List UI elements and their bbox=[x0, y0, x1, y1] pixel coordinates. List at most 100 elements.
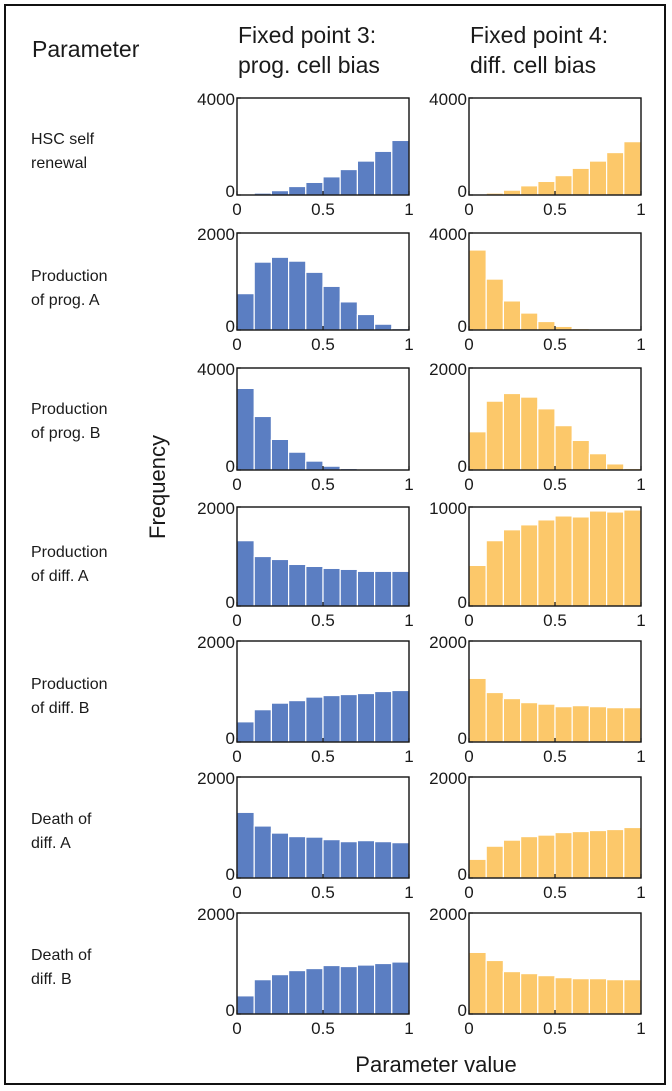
histogram-bar bbox=[605, 828, 625, 879]
histogram-bar bbox=[554, 515, 573, 607]
histogram-bar bbox=[554, 977, 573, 1015]
row-label-line: HSC self bbox=[31, 131, 95, 148]
histogram-bar bbox=[605, 707, 625, 743]
y-tick-label: 0 bbox=[458, 1001, 467, 1020]
row-label-production-of-diff-a: Production of diff. A bbox=[31, 541, 141, 589]
column-header-line: diff. cell bias bbox=[470, 52, 597, 78]
x-tick-label: 0.5 bbox=[543, 200, 567, 219]
histogram-panel: 0 2000 0 0.5 1 bbox=[197, 225, 414, 354]
x-tick-label: 0.5 bbox=[543, 475, 567, 494]
x-tick-label: 0.5 bbox=[311, 1019, 335, 1038]
histogram-panel: 0 2000 0 0.5 1 bbox=[197, 905, 414, 1038]
x-tick-label: 1 bbox=[404, 475, 413, 494]
histogram-bar bbox=[502, 839, 522, 879]
histogram-bar bbox=[571, 516, 591, 607]
histogram-bar bbox=[537, 408, 556, 471]
histogram-bar bbox=[322, 567, 341, 607]
histogram-bar bbox=[485, 691, 505, 743]
histogram-bar bbox=[485, 959, 505, 1015]
histogram-bar bbox=[305, 460, 324, 471]
x-tick-label: 1 bbox=[404, 883, 413, 902]
row-label-line: Production bbox=[31, 676, 108, 693]
histogram-bar bbox=[588, 510, 608, 607]
histogram-bar bbox=[374, 841, 393, 879]
x-tick-label: 1 bbox=[404, 747, 413, 766]
histogram-bar bbox=[571, 978, 591, 1015]
histogram-panel: 0 2000 0 0.5 1 bbox=[429, 905, 646, 1038]
y-tick-label: 0 bbox=[226, 865, 235, 884]
histogram-bar bbox=[571, 705, 591, 743]
x-tick-label: 0.5 bbox=[311, 883, 335, 902]
x-tick-label: 0.5 bbox=[311, 611, 335, 630]
row-label-death-of-diff-a: Death of diff. A bbox=[31, 808, 141, 856]
histogram-bar bbox=[537, 180, 556, 196]
y-tick-label: 2000 bbox=[429, 633, 467, 652]
x-tick-label: 0 bbox=[232, 475, 241, 494]
histogram-bar bbox=[236, 721, 255, 743]
x-tick-label: 1 bbox=[636, 611, 645, 630]
y-tick-label: 2000 bbox=[197, 633, 235, 652]
histogram-bar bbox=[305, 836, 324, 879]
x-tick-label: 1 bbox=[636, 883, 645, 902]
histogram-bar bbox=[468, 951, 487, 1015]
histogram-bar bbox=[554, 425, 573, 471]
x-tick-label: 1 bbox=[636, 200, 645, 219]
histogram-bar bbox=[253, 415, 272, 471]
x-tick-label: 1 bbox=[404, 611, 413, 630]
histogram-bar bbox=[374, 570, 393, 607]
row-label-hsc-self-renewal: HSC self renewal bbox=[31, 128, 141, 176]
row-label-production-of-diff-b: Production of diff. B bbox=[31, 673, 141, 721]
column-header-fixed-point-4: Fixed point 4: diff. cell bias bbox=[470, 20, 660, 80]
y-tick-label: 0 bbox=[226, 593, 235, 612]
parameter-header: Parameter bbox=[32, 36, 140, 62]
histogram-bar bbox=[356, 964, 376, 1015]
histogram-bar bbox=[468, 431, 487, 471]
x-tick-label: 0 bbox=[464, 475, 473, 494]
histogram-bar bbox=[322, 839, 341, 879]
figure-frame bbox=[4, 4, 666, 1085]
histogram-bar bbox=[288, 699, 307, 743]
x-tick-label: 1 bbox=[636, 475, 645, 494]
histogram-bar bbox=[305, 696, 324, 743]
histogram-panel: 0 2000 0 0.5 1 bbox=[429, 360, 646, 494]
histogram-bar bbox=[374, 323, 393, 331]
histogram-bar bbox=[288, 260, 307, 331]
column-header-line: prog. cell bias bbox=[238, 52, 380, 78]
histogram-bar bbox=[322, 964, 341, 1015]
histogram-bar bbox=[339, 693, 359, 743]
x-tick-label: 0 bbox=[464, 200, 473, 219]
histogram-bar bbox=[356, 692, 376, 743]
histogram-bar bbox=[270, 702, 290, 743]
histogram-bar bbox=[305, 181, 324, 196]
histogram-bar bbox=[270, 558, 290, 607]
x-tick-label: 0.5 bbox=[311, 475, 335, 494]
histogram-bar bbox=[374, 962, 393, 1015]
y-tick-label: 2000 bbox=[429, 769, 467, 788]
histogram-bar bbox=[502, 300, 522, 331]
histogram-bar bbox=[391, 842, 410, 879]
histogram-bar bbox=[468, 677, 487, 743]
histogram-bar bbox=[571, 439, 591, 471]
histogram-bar bbox=[339, 568, 359, 607]
histogram-panel: 0 1000 0 0.5 1 bbox=[429, 499, 646, 630]
x-tick-label: 0 bbox=[464, 883, 473, 902]
row-label-production-of-prog-a: Production of prog. A bbox=[31, 265, 141, 313]
histogram-bar bbox=[270, 438, 290, 471]
histogram-bar bbox=[305, 271, 324, 331]
y-tick-label: 2000 bbox=[429, 905, 467, 924]
row-label-line: Death of bbox=[31, 811, 92, 828]
histogram-bar bbox=[236, 811, 255, 879]
histogram-panel: 0 2000 0 0.5 1 bbox=[429, 633, 646, 766]
x-tick-label: 0.5 bbox=[543, 1019, 567, 1038]
y-tick-label: 2000 bbox=[197, 499, 235, 518]
histogram-bar bbox=[356, 160, 376, 196]
histogram-bar bbox=[322, 176, 341, 196]
y-tick-label: 4000 bbox=[197, 360, 235, 379]
histogram-bar bbox=[623, 509, 642, 607]
row-label-line: of diff. A bbox=[31, 568, 89, 585]
x-tick-label: 0 bbox=[232, 200, 241, 219]
y-tick-label: 0 bbox=[458, 865, 467, 884]
x-tick-label: 1 bbox=[404, 1019, 413, 1038]
column-header-line: Fixed point 4: bbox=[470, 22, 609, 48]
histogram-bar bbox=[270, 974, 290, 1015]
